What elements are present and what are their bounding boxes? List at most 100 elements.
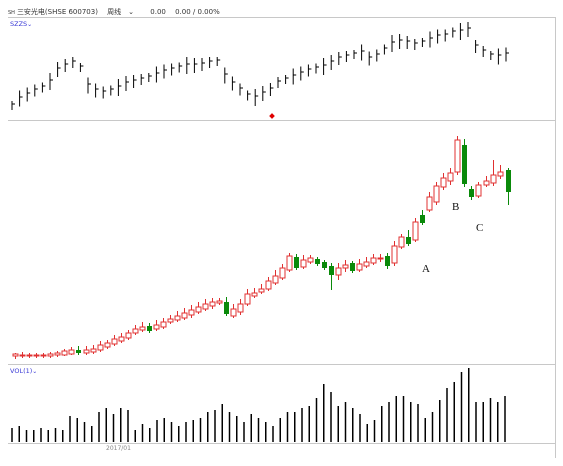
candle-body [286, 255, 293, 271]
candle-body [174, 315, 181, 321]
annotation-label: A [422, 263, 430, 275]
candle-body [426, 196, 433, 211]
candle-body [506, 170, 511, 192]
candle-body [153, 324, 160, 330]
candle-body [68, 349, 75, 355]
candle-body [497, 171, 504, 177]
chart-frame: SH 三安光电(SHSE 600703) 周线 ⌄ 0.00 0.00 / 0.00… [8, 7, 556, 458]
candle-body [370, 257, 377, 264]
candle-body [167, 318, 174, 323]
candle-body [406, 237, 411, 244]
candle-body [83, 349, 90, 354]
market-symbol: SH [8, 10, 15, 16]
candle-body [322, 262, 327, 268]
candle-body [209, 301, 216, 307]
volume-pane-selector[interactable]: VOL(1)⌄ [10, 367, 37, 375]
candle-body [244, 293, 251, 305]
change-value: 0.00 / 0.00% [175, 8, 220, 16]
candle-body [469, 189, 474, 197]
candle-body [433, 185, 440, 203]
candle-body [12, 353, 19, 357]
index-pane-selector[interactable]: SZZS⌄ [10, 20, 32, 28]
chevron-down-icon[interactable]: ⌄ [32, 368, 38, 375]
candle-body [90, 348, 97, 353]
candle-body [104, 342, 111, 348]
date-label: 2017/01 [106, 445, 131, 452]
candle-body [251, 292, 258, 297]
index-ohlc-bars [11, 22, 509, 119]
candle-body [475, 184, 482, 197]
candle-body [230, 308, 237, 317]
annotation-label: B [452, 201, 459, 213]
date-axis [8, 443, 555, 444]
candle-body [111, 338, 118, 345]
price-value: 0.00 [150, 8, 166, 16]
candle-body [132, 328, 139, 334]
candle-body [279, 267, 286, 279]
candle-body [420, 215, 425, 223]
candle-body [181, 312, 188, 319]
candle-body [224, 302, 229, 314]
candle-body [265, 280, 272, 290]
candle-body [97, 344, 104, 351]
candle-body [40, 354, 47, 357]
pane-divider-top [8, 17, 555, 18]
volume-label: VOL(1) [10, 367, 33, 375]
candle-body [294, 257, 299, 268]
candle-body [139, 326, 146, 331]
right-border [555, 17, 556, 458]
candle-body [483, 180, 490, 186]
candle-body [315, 259, 320, 264]
candle-body [54, 352, 61, 356]
stock-name: 三安光电(SHSE 600703) [16, 8, 98, 16]
candle-body [377, 257, 384, 260]
candle-body [398, 236, 405, 248]
candle-body [125, 332, 132, 339]
candle-body [356, 263, 363, 271]
candle-body [147, 326, 152, 331]
candle-body [391, 245, 398, 264]
period-label: 周线 [107, 8, 122, 16]
candle-body [26, 354, 33, 357]
candle-body [195, 306, 202, 313]
candle-body [385, 256, 390, 266]
candle-body [19, 354, 26, 357]
candle-body [202, 303, 209, 310]
candle-body [342, 264, 349, 269]
header-bar: SH 三安光电(SHSE 600703) 周线 ⌄ 0.00 0.00 / 0.00… [8, 7, 227, 19]
candle-body [118, 336, 125, 342]
candle-body [440, 177, 447, 188]
candle-body [454, 139, 461, 173]
candle-body [216, 300, 223, 304]
candle-body [462, 145, 467, 184]
marker-diamond [269, 113, 275, 119]
volume-bars [11, 368, 506, 442]
candle-body [350, 263, 355, 271]
pane-divider-volume [8, 364, 555, 365]
candle-body [47, 353, 54, 357]
candle-body [447, 172, 454, 182]
candle-body [272, 275, 279, 284]
chevron-down-icon[interactable]: ⌄ [128, 8, 135, 16]
annotations: A B C [422, 201, 483, 275]
candle-body [188, 309, 195, 316]
candle-body [300, 259, 307, 268]
candle-body [61, 350, 68, 356]
candle-body [490, 174, 497, 184]
candle-body [412, 221, 419, 241]
candle-body [258, 288, 265, 293]
annotation-label: C [476, 222, 483, 234]
candle-body [307, 257, 314, 263]
candle-body [76, 350, 81, 353]
candle-body [160, 321, 167, 328]
candle-body [363, 261, 370, 267]
chevron-down-icon[interactable]: ⌄ [27, 21, 33, 28]
index-label: SZZS [10, 20, 28, 28]
candle-body [335, 267, 342, 276]
candlesticks [12, 136, 511, 359]
pane-divider-index [8, 120, 555, 121]
period-selector[interactable]: 周线 ⌄ [107, 8, 141, 16]
candle-body [237, 303, 244, 313]
candle-body [329, 266, 334, 275]
